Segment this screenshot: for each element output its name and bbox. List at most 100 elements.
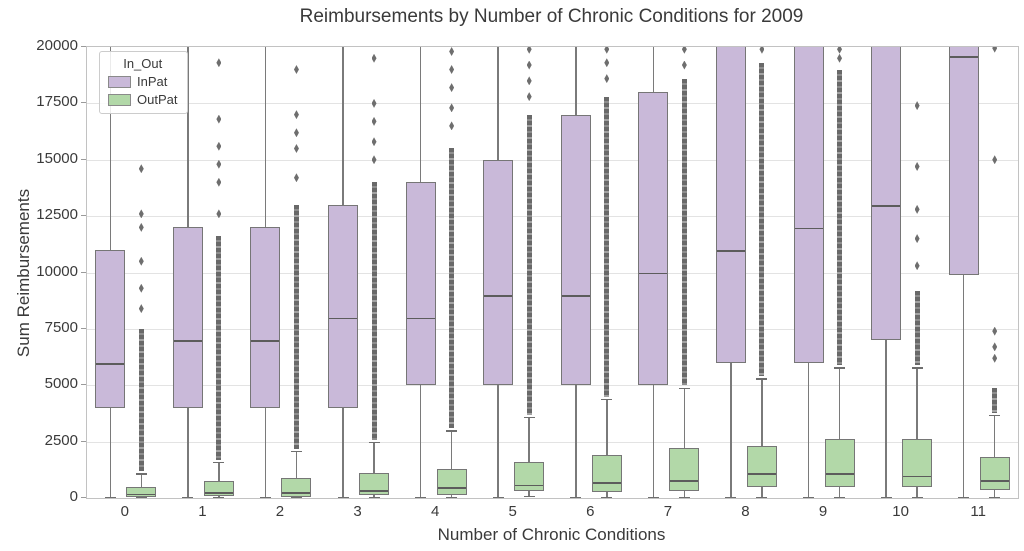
outpat-lower-cap	[135, 497, 147, 498]
x-axis-label: Number of Chronic Conditions	[437, 525, 666, 544]
outpat-outlier-diamond	[526, 60, 532, 70]
x-tick-label: 2	[275, 503, 285, 520]
outpat-lower-cap	[446, 497, 458, 498]
chart-title: Reimbursements by Number of Chronic Cond…	[299, 6, 804, 27]
outpat-outlier-diamond	[293, 110, 299, 120]
outpat-lower-cap	[290, 497, 302, 498]
outpat-outlier-diamond	[992, 353, 998, 363]
outpat-lower-cap	[601, 497, 613, 498]
outpat-median	[515, 484, 544, 487]
inpat-box	[638, 92, 669, 386]
y-tick-mark	[81, 215, 86, 217]
outpat-upper-cap	[911, 367, 923, 369]
y-tick-mark	[81, 440, 86, 442]
inpat-box	[483, 159, 514, 386]
outpat-box	[824, 439, 855, 487]
y-tick-label: 7500	[44, 318, 78, 336]
inpat-box	[948, 47, 979, 275]
outpat-whisker	[683, 387, 686, 498]
outpat-outlier-diamond	[681, 60, 687, 70]
inpat-swatch	[108, 75, 131, 88]
outpat-lower-cap	[834, 497, 846, 498]
y-tick-mark	[81, 158, 86, 160]
y-tick-label: 10000	[36, 262, 78, 280]
outpat-whisker	[606, 398, 608, 498]
gridline	[87, 441, 1018, 443]
outpat-median	[282, 492, 311, 495]
outpat-outlier-diamond	[293, 143, 299, 153]
outpat-median	[437, 486, 466, 489]
outpat-upper-cap	[135, 473, 147, 475]
outpat-outlier-column	[837, 69, 843, 366]
outpat-upper-cap	[834, 367, 846, 369]
outpat-outlier-diamond	[138, 209, 144, 219]
inpat-median	[173, 340, 202, 343]
inpat-box	[405, 182, 436, 386]
outpat-outlier-diamond	[216, 177, 222, 187]
outpat-outlier-diamond	[216, 114, 222, 124]
outpat-outlier-diamond	[604, 74, 610, 84]
outpat-outlier-diamond	[992, 326, 998, 336]
inpat-median	[872, 204, 901, 207]
outpat-outlier-diamond	[293, 173, 299, 183]
outpat-outlier-diamond	[526, 92, 532, 102]
outpat-outlier-diamond	[914, 101, 920, 111]
x-tick-label: 9	[818, 503, 828, 520]
outpat-outlier-column	[992, 387, 998, 413]
outpat-outlier-diamond	[449, 103, 455, 113]
outpat-outlier-diamond	[216, 141, 222, 151]
outpat-outlier-diamond	[992, 342, 998, 352]
inpat-lower-cap	[958, 497, 970, 498]
legend-item-inpat: InPat	[108, 74, 177, 89]
y-tick-mark	[81, 102, 86, 104]
inpat-box	[328, 204, 359, 408]
inpat-lower-cap	[259, 497, 271, 498]
outpat-whisker	[761, 378, 763, 498]
inpat-lower-cap	[337, 497, 349, 498]
outpat-outlier-diamond	[293, 128, 299, 138]
y-tick-mark	[81, 497, 86, 498]
outpat-outlier-diamond	[138, 164, 144, 174]
inpat-median	[716, 250, 745, 252]
outpat-whisker	[838, 367, 841, 498]
inpat-lower-cap	[880, 497, 892, 498]
inpat-box	[715, 47, 746, 363]
gridline	[87, 272, 1018, 274]
outpat-box	[203, 481, 234, 496]
outpat-whisker	[373, 441, 375, 498]
outpat-median	[204, 492, 233, 494]
outpat-median	[360, 490, 389, 492]
outpat-median	[127, 493, 156, 496]
inpat-median	[329, 317, 358, 320]
outpat-box	[669, 448, 700, 492]
inpat-box	[560, 114, 591, 386]
outpat-outlier-diamond	[138, 304, 144, 314]
inpat-median	[561, 295, 590, 297]
gridline	[87, 159, 1018, 161]
outpat-outlier-diamond	[604, 58, 610, 68]
y-tick-label: 0	[69, 488, 78, 505]
outpat-outlier-diamond	[837, 47, 843, 54]
y-tick-label: 12500	[36, 206, 78, 224]
outpat-outlier-diamond	[914, 204, 920, 214]
inpat-median	[949, 56, 978, 58]
inpat-median	[794, 227, 823, 230]
legend-title: In_Out	[123, 56, 163, 71]
outpat-swatch	[108, 93, 131, 106]
y-tick-mark	[81, 271, 86, 273]
outpat-lower-cap	[523, 495, 535, 498]
outpat-outlier-diamond	[449, 83, 455, 93]
outpat-label: OutPat	[137, 92, 178, 107]
x-tick-label: 8	[741, 503, 750, 520]
outpat-whisker	[140, 473, 143, 498]
inpat-lower-cap	[492, 497, 504, 498]
outpat-median	[670, 480, 699, 482]
outpat-whisker	[528, 416, 530, 496]
outpat-outlier-diamond	[371, 98, 377, 108]
inpat-lower-cap	[104, 497, 116, 498]
x-tick-label: 0	[120, 503, 129, 520]
x-tick-label: 3	[353, 503, 362, 520]
outpat-lower-cap	[678, 497, 690, 498]
inpat-box	[793, 47, 824, 363]
